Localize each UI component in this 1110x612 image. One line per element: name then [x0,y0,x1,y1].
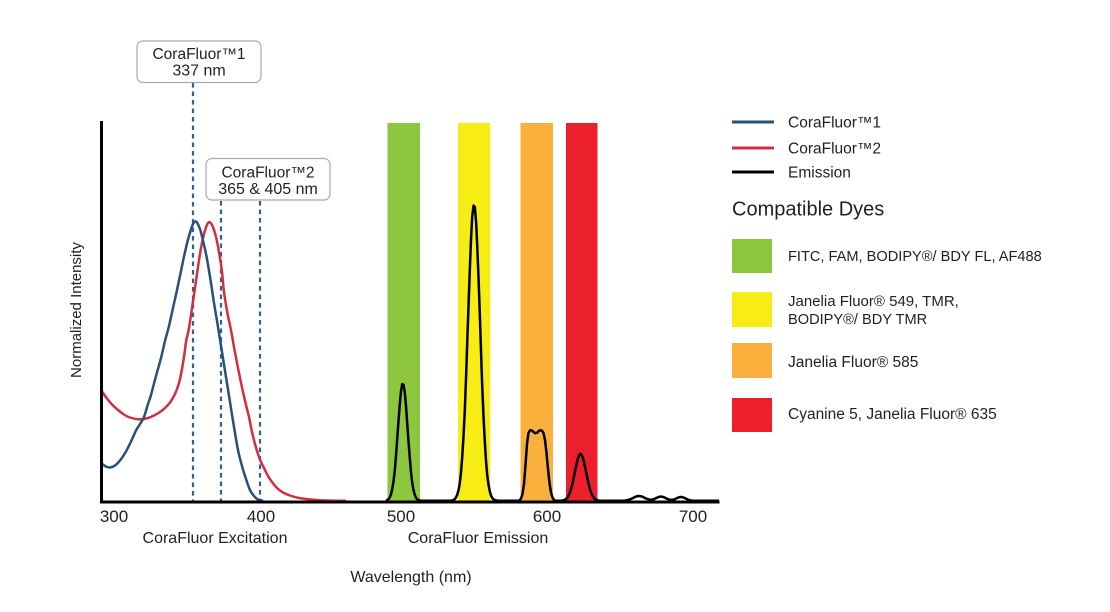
svg-text:Cyanine 5, Janelia Fluor® 635: Cyanine 5, Janelia Fluor® 635 [788,406,997,423]
svg-text:400: 400 [247,507,275,526]
svg-text:CoraFluor Emission: CoraFluor Emission [408,530,548,547]
svg-text:337 nm: 337 nm [172,63,225,80]
svg-text:CoraFluor™1: CoraFluor™1 [788,115,881,132]
svg-text:CoraFluor™1: CoraFluor™1 [152,46,245,63]
svg-text:Janelia Fluor® 585: Janelia Fluor® 585 [788,354,918,371]
svg-text:Normalized Intensity: Normalized Intensity [68,242,85,378]
svg-text:CoraFluor Excitation: CoraFluor Excitation [143,530,288,547]
svg-text:365 & 405 nm: 365 & 405 nm [218,181,318,198]
svg-text:300: 300 [100,507,128,526]
svg-text:500: 500 [387,507,415,526]
svg-text:Compatible Dyes: Compatible Dyes [732,199,884,221]
svg-text:Janelia Fluor® 549, TMR,: Janelia Fluor® 549, TMR, [788,293,959,310]
svg-text:700: 700 [679,507,707,526]
svg-text:CoraFluor™2: CoraFluor™2 [221,165,314,182]
svg-text:Emission: Emission [788,165,851,182]
svg-text:CoraFluor™2: CoraFluor™2 [788,141,881,158]
svg-text:Wavelength (nm): Wavelength (nm) [350,569,471,586]
svg-text:BODIPY®/ BDY TMR: BODIPY®/ BDY TMR [788,312,927,328]
svg-text:600: 600 [533,507,561,526]
svg-text:FITC, FAM, BODIPY®/ BDY FL, AF: FITC, FAM, BODIPY®/ BDY FL, AF488 [788,249,1042,265]
